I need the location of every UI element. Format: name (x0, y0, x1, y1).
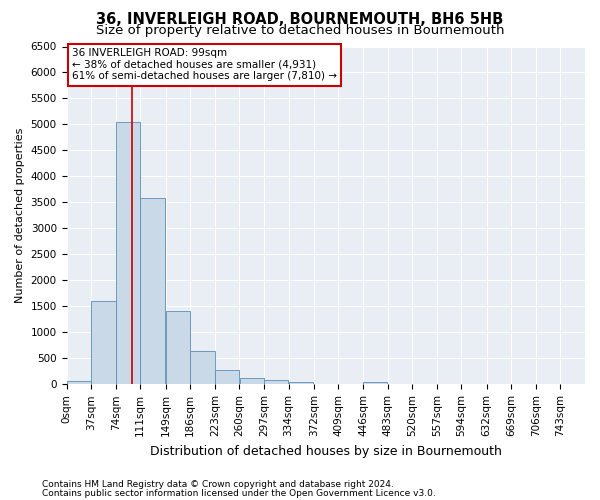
Bar (239, 378, 264, 384)
Bar (190, 350, 215, 384)
Bar (67, 382, 91, 384)
Text: Size of property relative to detached houses in Bournemouth: Size of property relative to detached ho… (96, 24, 504, 37)
Bar (166, 310, 190, 384)
Bar (215, 370, 239, 384)
Bar (289, 382, 313, 384)
Bar (264, 380, 289, 384)
Bar (91, 301, 116, 384)
Bar (363, 382, 388, 384)
Text: 36, INVERLEIGH ROAD, BOURNEMOUTH, BH6 5HB: 36, INVERLEIGH ROAD, BOURNEMOUTH, BH6 5H… (97, 12, 503, 28)
X-axis label: Distribution of detached houses by size in Bournemouth: Distribution of detached houses by size … (150, 444, 502, 458)
Text: 36 INVERLEIGH ROAD: 99sqm
← 38% of detached houses are smaller (4,931)
61% of se: 36 INVERLEIGH ROAD: 99sqm ← 38% of detac… (72, 48, 337, 82)
Bar (140, 198, 165, 384)
Text: Contains HM Land Registry data © Crown copyright and database right 2024.: Contains HM Land Registry data © Crown c… (42, 480, 394, 489)
Y-axis label: Number of detached properties: Number of detached properties (15, 128, 25, 303)
Text: Contains public sector information licensed under the Open Government Licence v3: Contains public sector information licen… (42, 488, 436, 498)
Bar (116, 122, 140, 384)
